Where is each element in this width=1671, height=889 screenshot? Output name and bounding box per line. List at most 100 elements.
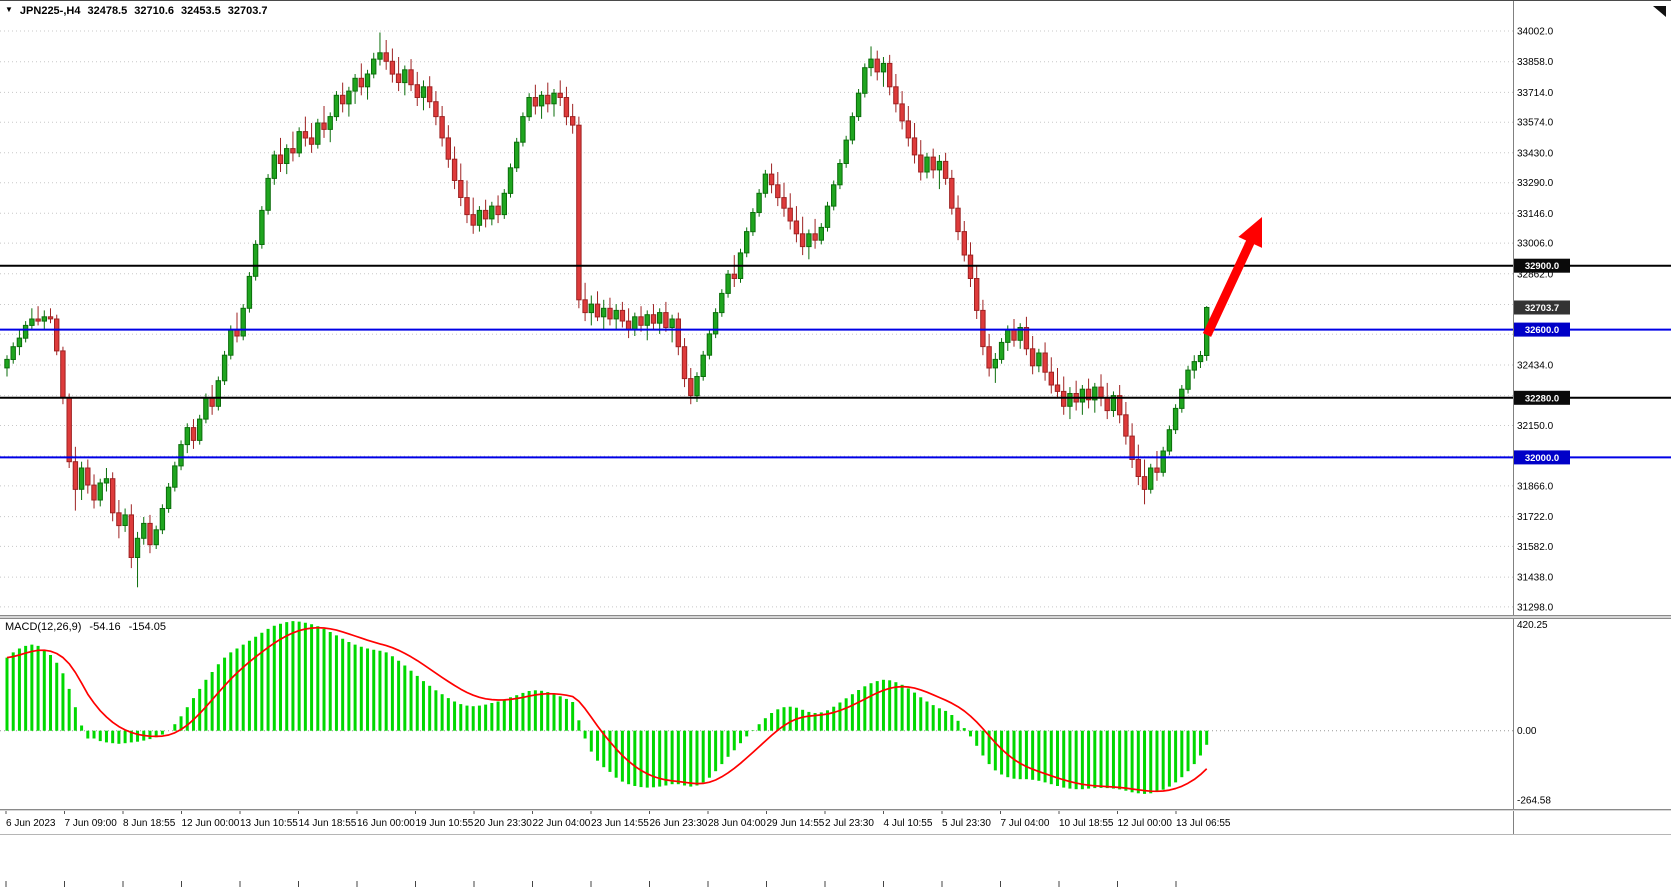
candle-bear xyxy=(1085,388,1092,401)
candle-bear xyxy=(768,173,775,186)
time-axis-label: 23 Jun 14:55 xyxy=(591,818,649,829)
price-axis-label: 31866.0 xyxy=(1517,481,1554,492)
price-axis-label: 34002.0 xyxy=(1517,27,1554,38)
price-axis-label: 32150.0 xyxy=(1517,421,1554,432)
candle-bull xyxy=(1067,393,1073,407)
candle-bear xyxy=(54,318,60,352)
candle-bear xyxy=(1061,390,1067,407)
candle-bull xyxy=(657,312,663,324)
ohlc-low: 32453.5 xyxy=(181,5,221,17)
candle-bull xyxy=(402,69,408,84)
candle-bull xyxy=(1092,386,1098,401)
candle-bull xyxy=(29,318,35,326)
candle-bear xyxy=(582,299,588,314)
candle-bear xyxy=(961,231,967,256)
candle-bear xyxy=(277,154,284,164)
candle-bear xyxy=(799,233,806,248)
time-axis[interactable]: 6 Jun 2023 7 Jun 09:00 8 Jun 18:55 12 Jun 0… xyxy=(0,811,1671,834)
candle-bull xyxy=(936,160,943,171)
symbol-dropdown-icon[interactable]: ▼ xyxy=(5,5,13,14)
candle-bear xyxy=(899,103,905,122)
candle-bear xyxy=(775,184,781,199)
candle-bear xyxy=(1129,435,1135,461)
time-axis-label: 5 Jul 23:30 xyxy=(942,818,991,829)
candle-bear xyxy=(383,52,389,62)
price-chart-canvas[interactable]: 34002.0 33858.0 33714.0 33574.0 33430.0 33290… xyxy=(0,1,1671,615)
candle-bear xyxy=(650,314,657,324)
candle-bear xyxy=(557,92,563,98)
candle-bull xyxy=(824,205,831,228)
candle-bull xyxy=(762,173,769,194)
candle-bull xyxy=(141,522,147,539)
candle-bear xyxy=(607,307,613,320)
candle-bull xyxy=(1185,369,1191,390)
candle-bull xyxy=(284,148,290,165)
candle-bull xyxy=(97,482,103,501)
candle-bear xyxy=(464,197,470,216)
price-axis-label: 33858.0 xyxy=(1517,57,1554,68)
candle-bull xyxy=(78,467,85,490)
candle-bull xyxy=(476,209,483,226)
candle-bull xyxy=(333,94,340,118)
time-axis-label: 12 Jul 00:00 xyxy=(1118,818,1173,829)
time-axis-label: 14 Jun 18:55 xyxy=(299,818,357,829)
macd-axis-label: -264.58 xyxy=(1517,795,1551,806)
candle-bear xyxy=(1123,414,1129,437)
candle-bull xyxy=(153,529,159,546)
time-axis-label: 20 Jun 23:30 xyxy=(474,818,532,829)
candle-bull xyxy=(327,116,333,130)
candle-bull xyxy=(706,333,713,356)
candle-bear xyxy=(414,84,421,98)
candle-bear xyxy=(128,514,135,559)
macd-chart-canvas[interactable]: 420.25 0.00 -264.58 xyxy=(0,619,1671,809)
candle-bull xyxy=(700,354,706,378)
candle-bull xyxy=(632,316,638,331)
time-axis-label: 29 Jun 14:55 xyxy=(767,818,825,829)
candle-bull xyxy=(197,418,203,441)
candle-bear xyxy=(974,278,980,311)
candle-bull xyxy=(744,231,750,254)
time-axis-label: 22 Jun 04:00 xyxy=(533,818,591,829)
candle-bear xyxy=(60,350,66,399)
candle-bear xyxy=(1104,397,1110,412)
candle-bull xyxy=(520,116,526,143)
candle-bull xyxy=(159,508,166,531)
candle-bear xyxy=(302,131,309,139)
candle-bull xyxy=(271,154,278,179)
candle-bear xyxy=(72,461,79,490)
candle-bear xyxy=(66,397,72,463)
candle-bull xyxy=(1017,327,1023,341)
candle-bear xyxy=(445,137,452,160)
candle-bear xyxy=(1048,371,1054,386)
time-axis-label: 16 Jun 00:00 xyxy=(357,818,415,829)
time-axis-label: 13 Jul 06:55 xyxy=(1176,818,1231,829)
axis-splitter xyxy=(0,809,1671,811)
candle-bear xyxy=(793,220,800,235)
candle-bear xyxy=(433,101,439,118)
candle-bear xyxy=(47,316,54,320)
candle-bear xyxy=(85,467,91,486)
trend-arrow[interactable] xyxy=(1202,217,1262,337)
candle-bull xyxy=(1172,407,1179,431)
macd-axis-label: 0.00 xyxy=(1517,726,1537,737)
candle-bull xyxy=(346,90,352,105)
candle-bull xyxy=(924,156,930,173)
time-axis-label: 12 Jun 00:00 xyxy=(182,818,240,829)
panel-splitter[interactable] xyxy=(0,615,1671,619)
candle-bear xyxy=(930,156,936,171)
candle-bull xyxy=(843,139,849,165)
candle-bull xyxy=(377,52,383,60)
candle-bull xyxy=(998,341,1005,360)
candle-bear xyxy=(812,233,818,241)
candle-bear xyxy=(874,58,880,73)
candle-bull xyxy=(644,314,650,326)
candle-bull xyxy=(818,226,824,241)
price-axis-label: 33430.0 xyxy=(1517,148,1554,159)
candle-bull xyxy=(203,397,209,420)
price-axis-label: 31582.0 xyxy=(1517,542,1554,553)
price-axis-label: 33714.0 xyxy=(1517,88,1554,99)
candle-bear xyxy=(955,207,961,233)
candle-bear xyxy=(116,512,122,527)
candle-bear xyxy=(911,137,918,156)
